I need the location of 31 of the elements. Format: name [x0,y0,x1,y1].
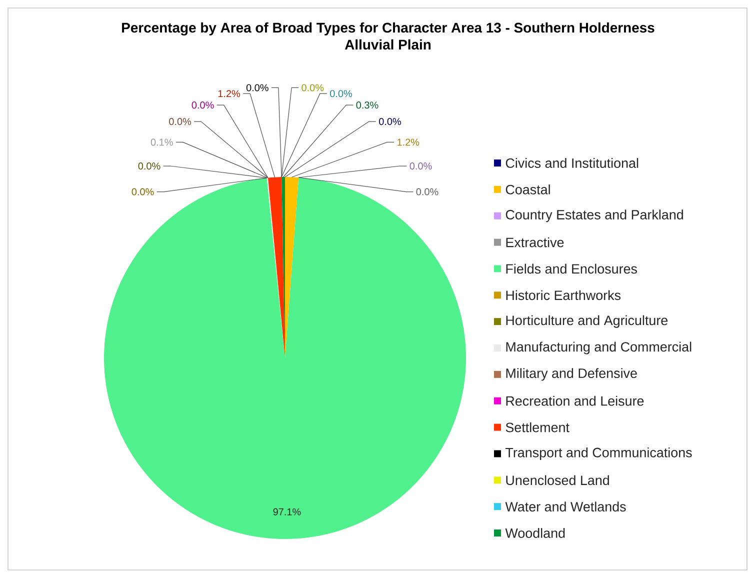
legend-label: Military and Defensive [506,368,637,381]
text: 0.0% [330,90,352,98]
legend-label: Recreation and Leisure [506,396,644,406]
text: 0.0% [132,188,154,196]
data-label: 1.2% [398,138,420,146]
text: 0.0% [302,84,324,92]
data-label: 0.3% [356,102,378,109]
text: 0.0% [379,118,401,126]
chart-title: Percentage by Area of Broad Types for Character Area 13 - Southern Holderness Alluvial Plain [122,22,654,50]
legend-label: Settlement [506,422,570,432]
data-label: 97.1% [273,508,301,516]
legend-label: Civics and Institutional [506,158,638,168]
text: 0.0% [192,102,214,109]
legend-label: Fields and Enclosures [506,264,637,274]
legend-label: Woodland [505,528,565,538]
legend-label: Manufacturing and Commercial [506,342,692,354]
legend-label: Extractive [506,237,564,248]
legend-label: Unenclosed Land [506,475,609,486]
data-label: 0.1% [150,138,173,146]
legend-label: Historic Earthworks [506,290,621,300]
text: 0.0% [410,162,432,170]
text: 0.0% [246,84,268,92]
legend-label: Country Estates and Parkland [506,210,683,222]
data-label: 1.2% [218,90,240,98]
text: 0.0% [416,188,438,196]
text: 0.0% [138,162,160,170]
legend-label: Transport and Communications [506,447,692,460]
legend-label: Horticulture and Agriculture [506,315,668,328]
legend-label: Coastal [506,184,550,194]
legend-label: Water and Wetlands [505,502,626,512]
text: 0.0% [169,118,192,126]
